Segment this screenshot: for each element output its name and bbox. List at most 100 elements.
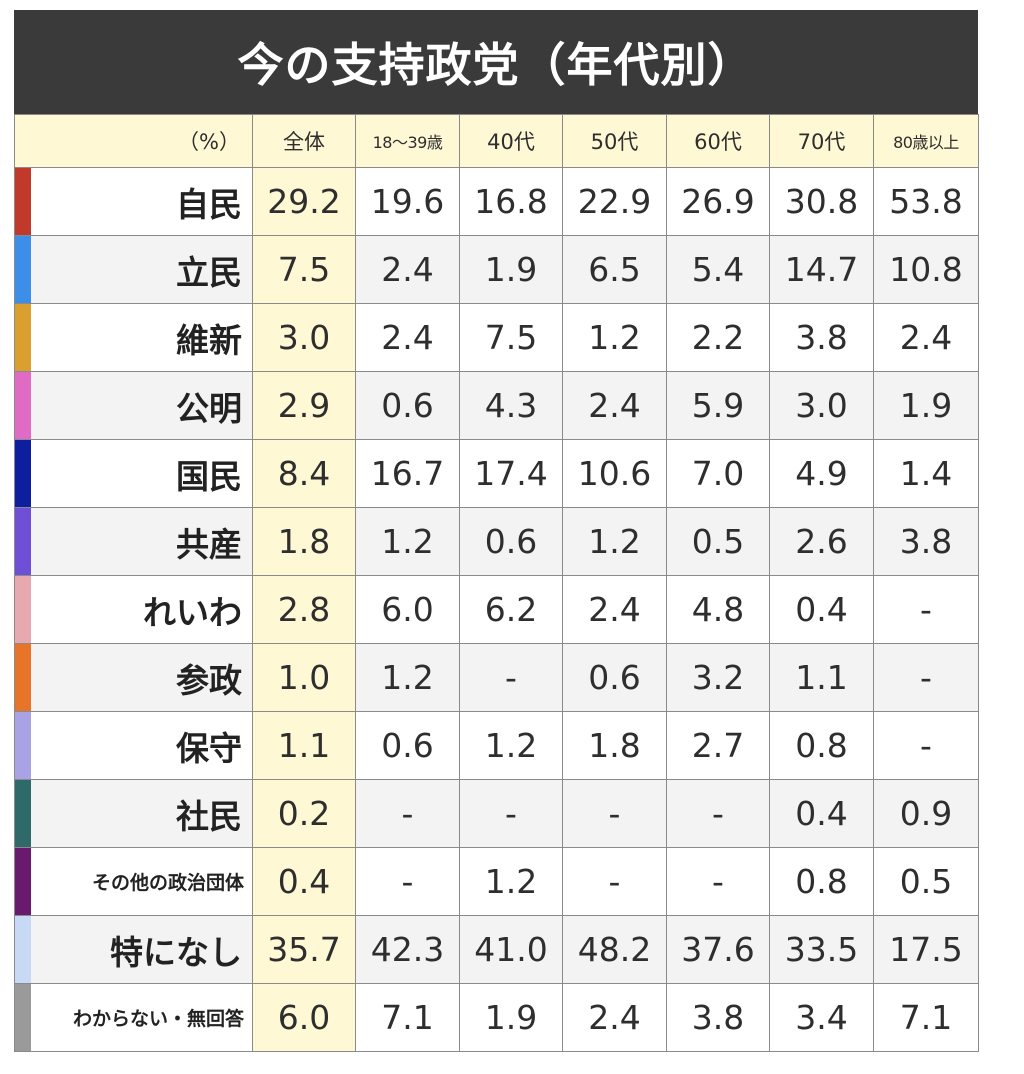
party-color-swatch [15,848,31,915]
party-label: 特になし [110,932,242,972]
value-cell: 2.4 [873,303,979,372]
party-name: 公明 [14,371,253,440]
value-cell: - [459,779,563,848]
value-cell: 10.8 [873,235,979,304]
value-cell: 1.9 [459,235,563,304]
value-cell: 14.7 [769,235,874,304]
data-table: （%） 全体 18～39歳 40代 50代 60代 70代 80歳以上 自民 29… [14,114,979,1052]
value-cell: 5.9 [666,371,770,440]
party-label: 公明 [176,388,242,428]
party-color-swatch [15,712,31,779]
total-cell: 3.0 [252,303,356,372]
party-name: 参政 [14,643,253,712]
table-row: 自民 29.2 19.6 16.8 22.9 26.9 30.8 53.8 [14,167,979,236]
party-name: れいわ [14,575,253,644]
value-cell: 6.0 [355,575,460,644]
value-cell: 1.2 [562,507,667,576]
total-cell: 6.0 [252,983,356,1052]
table-row: わからない・無回答 6.0 7.1 1.9 2.4 3.8 3.4 7.1 [14,983,979,1052]
value-cell: 6.2 [459,575,563,644]
value-cell: 16.8 [459,167,563,236]
party-color-swatch [15,508,31,575]
column-header: 40代 [459,114,563,168]
table-row: 維新 3.0 2.4 7.5 1.2 2.2 3.8 2.4 [14,303,979,372]
value-cell: 7.5 [459,303,563,372]
value-cell: 19.6 [355,167,460,236]
value-cell: - [873,643,979,712]
chart-title: 今の支持政党（年代別） [14,10,978,114]
value-cell: - [873,711,979,780]
total-cell: 1.0 [252,643,356,712]
value-cell: 4.3 [459,371,563,440]
value-cell: 1.9 [459,983,563,1052]
value-cell: 1.2 [562,303,667,372]
value-cell: 17.5 [873,915,979,984]
value-cell: 53.8 [873,167,979,236]
party-name: 社民 [14,779,253,848]
table-row: 保守 1.1 0.6 1.2 1.8 2.7 0.8- [14,711,979,780]
header-row: （%） 全体 18～39歳 40代 50代 60代 70代 80歳以上 [14,114,979,168]
party-name: 国民 [14,439,253,508]
value-cell: 26.9 [666,167,770,236]
value-cell: 16.7 [355,439,460,508]
table-row: 共産 1.8 1.2 0.6 1.2 0.5 2.6 3.8 [14,507,979,576]
total-cell: 1.1 [252,711,356,780]
column-header: 全体 [252,114,356,168]
total-cell: 8.4 [252,439,356,508]
total-cell: 1.8 [252,507,356,576]
value-cell: 0.9 [873,779,979,848]
value-cell: 2.4 [562,983,667,1052]
total-cell: 29.2 [252,167,356,236]
party-color-swatch [15,644,31,711]
value-cell: 3.8 [666,983,770,1052]
party-name: 共産 [14,507,253,576]
party-label: その他の政治団体 [91,872,244,894]
party-label: 共産 [176,524,242,564]
party-name: 特になし [14,915,253,984]
value-cell: - [355,847,460,916]
party-color-swatch [15,304,31,371]
party-color-swatch [15,372,31,439]
party-color-swatch [15,236,31,303]
value-cell: 2.4 [562,575,667,644]
value-cell: 33.5 [769,915,874,984]
unit-label: （%） [14,114,253,168]
value-cell: - [355,779,460,848]
value-cell: 3.8 [873,507,979,576]
value-cell: 7.1 [873,983,979,1052]
column-header: 60代 [666,114,770,168]
value-cell: 0.6 [355,711,460,780]
value-cell: 0.8 [769,711,874,780]
value-cell: 4.8 [666,575,770,644]
value-cell: 1.2 [459,847,563,916]
column-header: 18～39歳 [355,114,460,168]
party-label: 保守 [176,728,242,768]
total-cell: 0.2 [252,779,356,848]
value-cell: 42.3 [355,915,460,984]
value-cell: 7.0 [666,439,770,508]
value-cell: 0.4 [769,779,874,848]
table-row: 参政 1.0 1.2-0.6 3.2 1.1- [14,643,979,712]
value-cell: - [562,847,667,916]
party-name: その他の政治団体 [14,847,253,916]
party-color-swatch [15,984,31,1051]
party-label: 国民 [176,456,242,496]
value-cell: 17.4 [459,439,563,508]
value-cell: 2.7 [666,711,770,780]
value-cell: 0.6 [459,507,563,576]
party-label: 参政 [176,660,242,700]
value-cell: 2.4 [355,303,460,372]
value-cell: 4.9 [769,439,874,508]
value-cell: 41.0 [459,915,563,984]
table-row: 立民 7.5 2.4 1.9 6.5 5.4 14.7 10.8 [14,235,979,304]
total-cell: 2.9 [252,371,356,440]
value-cell: 3.8 [769,303,874,372]
value-cell: 10.6 [562,439,667,508]
value-cell: 5.4 [666,235,770,304]
value-cell: 48.2 [562,915,667,984]
table-row: 国民 8.4 16.7 17.4 10.6 7.0 4.9 1.4 [14,439,979,508]
value-cell: 1.1 [769,643,874,712]
value-cell: - [666,779,770,848]
party-label: れいわ [143,592,242,632]
table-row: れいわ 2.8 6.0 6.2 2.4 4.8 0.4- [14,575,979,644]
